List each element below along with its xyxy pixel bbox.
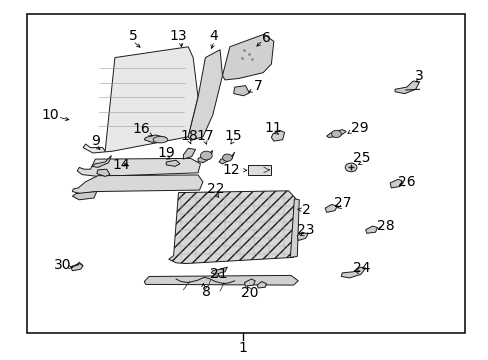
Ellipse shape (153, 136, 167, 143)
Polygon shape (211, 267, 227, 274)
Text: 19: 19 (157, 146, 175, 160)
Text: 8: 8 (202, 285, 211, 298)
Polygon shape (257, 282, 266, 288)
Polygon shape (394, 81, 419, 94)
Text: 13: 13 (169, 29, 187, 43)
Text: 26: 26 (397, 175, 415, 189)
Polygon shape (144, 275, 298, 285)
Polygon shape (233, 86, 249, 96)
Circle shape (345, 163, 356, 172)
FancyBboxPatch shape (247, 165, 271, 175)
Text: 14: 14 (112, 158, 130, 171)
Polygon shape (188, 50, 222, 140)
Text: 12: 12 (222, 163, 239, 177)
Circle shape (222, 154, 232, 161)
Text: 3: 3 (414, 69, 423, 82)
Polygon shape (83, 47, 198, 153)
Text: 11: 11 (264, 121, 281, 135)
Polygon shape (222, 34, 273, 80)
Polygon shape (341, 267, 365, 278)
Polygon shape (325, 204, 337, 212)
Polygon shape (326, 130, 346, 138)
Text: 17: 17 (196, 129, 214, 143)
Polygon shape (297, 232, 307, 240)
Text: 20: 20 (240, 287, 258, 300)
Text: 16: 16 (133, 122, 150, 136)
Text: 2: 2 (302, 203, 310, 216)
Text: 6: 6 (261, 31, 270, 45)
Polygon shape (72, 192, 97, 200)
Text: 22: 22 (207, 182, 224, 196)
Text: 5: 5 (128, 29, 137, 43)
Text: 28: 28 (376, 219, 393, 233)
Polygon shape (72, 175, 203, 194)
Circle shape (331, 130, 341, 138)
Circle shape (200, 151, 212, 160)
Text: 7: 7 (254, 80, 263, 93)
Polygon shape (219, 152, 234, 164)
Polygon shape (77, 158, 200, 176)
Polygon shape (271, 130, 284, 141)
Text: 23: 23 (296, 224, 314, 237)
Polygon shape (144, 135, 166, 142)
Text: 9: 9 (91, 134, 100, 148)
Polygon shape (198, 150, 212, 163)
Polygon shape (166, 160, 180, 166)
Polygon shape (389, 179, 401, 188)
Text: 29: 29 (350, 121, 368, 135)
Bar (27, 14, 464, 333)
Text: 27: 27 (333, 197, 350, 210)
Polygon shape (365, 226, 377, 233)
Polygon shape (244, 279, 255, 286)
Text: 18: 18 (181, 129, 198, 143)
Polygon shape (97, 169, 110, 176)
Text: 10: 10 (41, 108, 59, 122)
Text: 24: 24 (352, 261, 370, 275)
Text: 21: 21 (209, 267, 227, 280)
Text: 15: 15 (224, 129, 241, 143)
Polygon shape (92, 156, 111, 167)
Polygon shape (71, 264, 83, 271)
Polygon shape (290, 199, 299, 257)
Text: 4: 4 (209, 29, 218, 43)
Text: 30: 30 (54, 258, 71, 272)
Polygon shape (183, 148, 195, 159)
Text: 25: 25 (352, 152, 370, 165)
Text: 1: 1 (238, 342, 247, 355)
Polygon shape (168, 191, 295, 264)
